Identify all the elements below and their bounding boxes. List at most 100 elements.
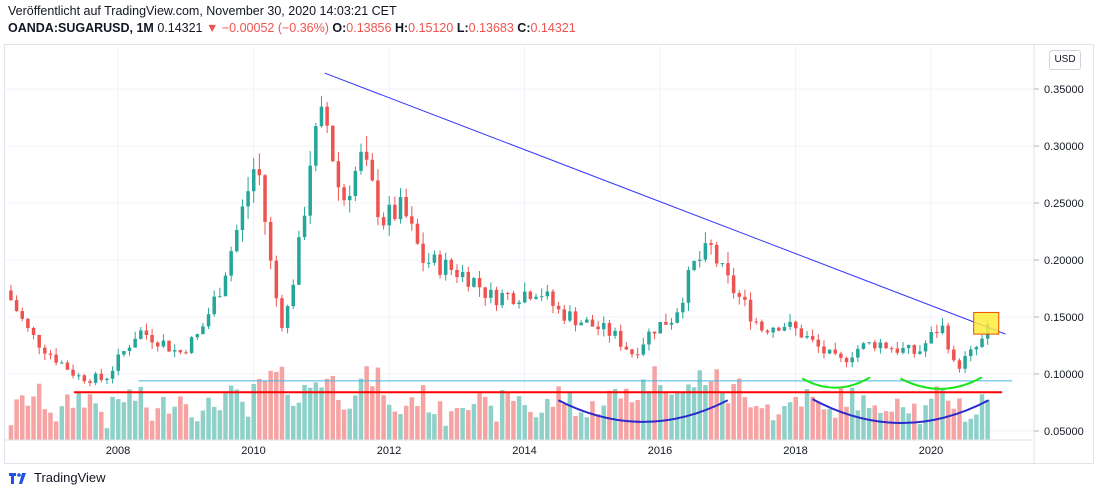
- volume-bar: [443, 425, 448, 440]
- volume-bar: [680, 391, 686, 440]
- candle-body: [573, 311, 578, 326]
- candle-body: [489, 289, 493, 298]
- candle-body: [150, 335, 154, 343]
- candle-body: [765, 330, 770, 333]
- x-tick-label: 2012: [377, 445, 401, 457]
- candle-body: [251, 169, 256, 192]
- volume-bar: [59, 406, 65, 440]
- volume-bar: [703, 385, 708, 440]
- candle-body: [957, 360, 962, 369]
- volume-bar: [36, 383, 42, 440]
- volume-bar: [437, 401, 443, 440]
- x-tick-label: 2016: [648, 445, 672, 457]
- candle-body: [850, 357, 854, 363]
- volume-bar: [816, 401, 821, 440]
- volume-bar: [127, 389, 132, 440]
- volume-bar: [432, 414, 437, 440]
- volume-bar: [725, 403, 731, 440]
- candle-body: [443, 259, 448, 275]
- volume-bar: [505, 392, 511, 440]
- volume-bar: [883, 411, 889, 440]
- low-label: L:: [456, 21, 469, 35]
- candle-body: [980, 338, 984, 348]
- volume-bar: [624, 388, 629, 440]
- candle-body: [364, 151, 369, 160]
- candle-body: [477, 278, 482, 288]
- candle-body: [342, 187, 346, 201]
- currency-badge[interactable]: USD: [1049, 50, 1081, 70]
- volume-bar: [612, 388, 618, 440]
- candle-body: [935, 331, 939, 334]
- candle-body: [590, 319, 595, 327]
- candle-body: [873, 342, 877, 349]
- candle-body: [889, 348, 894, 350]
- volume-bar: [776, 414, 782, 440]
- volume-bar: [93, 403, 98, 440]
- candle-body: [522, 291, 527, 303]
- volume-bar: [364, 366, 369, 440]
- volume-bar: [121, 402, 127, 440]
- volume-bar: [759, 408, 765, 440]
- volume-bar: [279, 366, 285, 440]
- volume-bar: [330, 375, 336, 440]
- tradingview-logo-icon[interactable]: [8, 471, 28, 485]
- volume-bar: [573, 415, 578, 440]
- volume-bar: [686, 384, 691, 440]
- volume-bar: [635, 400, 640, 440]
- volume-bar: [341, 409, 347, 440]
- volume-bar: [386, 404, 392, 440]
- volume-bar: [251, 383, 256, 440]
- symbol-label[interactable]: OANDA:SUGARUSD, 1M: [8, 21, 154, 35]
- candle-body: [613, 330, 617, 336]
- volume-bar: [855, 410, 861, 440]
- volume-bar: [979, 394, 985, 440]
- candle-body: [195, 334, 200, 338]
- volume-bar: [178, 396, 183, 440]
- candle-body: [65, 362, 70, 370]
- candle-body: [867, 342, 871, 344]
- candle-body: [105, 378, 109, 380]
- volume-bar: [646, 391, 652, 440]
- candle-body: [833, 349, 837, 354]
- candle-body: [534, 296, 538, 299]
- candle-body: [782, 326, 787, 331]
- candle-body: [602, 323, 606, 330]
- price-chart[interactable]: 0.35000 0.30000 0.25000 0.20000 0.15000 0.100…: [4, 44, 1094, 464]
- candle-body: [139, 330, 143, 339]
- volume-bar: [290, 405, 296, 440]
- candle-body: [618, 330, 623, 347]
- published-line: Veröffentlicht auf TradingView.com, Nove…: [8, 4, 397, 18]
- last-price: 0.14321: [157, 21, 203, 35]
- y-tick-label: 0.25000: [1044, 198, 1084, 210]
- candle-body: [285, 306, 290, 328]
- candle-body: [675, 312, 679, 323]
- volume-bar: [65, 394, 70, 440]
- candle-body: [799, 328, 804, 338]
- volume-bar: [528, 411, 533, 440]
- candle-body: [562, 309, 566, 321]
- candle-body: [777, 327, 781, 331]
- volume-bar: [285, 394, 290, 440]
- volume-bar: [460, 408, 465, 440]
- x-tick-label: 2020: [919, 445, 943, 457]
- candle-body: [455, 269, 459, 278]
- volume-bar: [449, 411, 454, 440]
- candle-body: [370, 159, 375, 181]
- volume-bar: [753, 406, 759, 440]
- volume-bar: [878, 412, 883, 440]
- candle-body: [297, 237, 301, 285]
- volume-bar: [138, 386, 144, 440]
- candle-body: [167, 340, 171, 352]
- volume-bar: [370, 386, 375, 440]
- candle-body: [946, 325, 950, 350]
- volume-bar: [200, 410, 206, 440]
- candle-body: [359, 151, 363, 171]
- candle-body: [31, 327, 36, 335]
- volume-bar: [149, 420, 155, 440]
- candle-body: [861, 343, 866, 349]
- candle-body: [314, 126, 318, 166]
- y-tick-label: 0.35000: [1044, 84, 1084, 96]
- volume-bar: [787, 402, 793, 440]
- candle-body: [189, 337, 194, 353]
- volume-bar: [358, 378, 364, 440]
